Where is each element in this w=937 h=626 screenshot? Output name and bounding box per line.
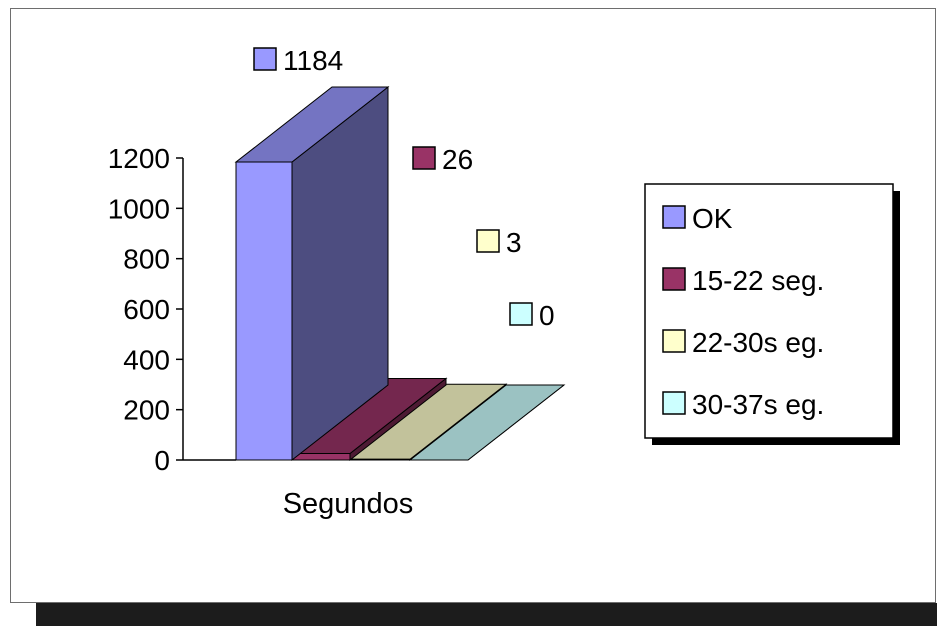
y-tick-label: 0 <box>154 445 170 476</box>
legend: OK 15-22 seg. 22-30s eg. 30-37s eg. <box>644 183 900 445</box>
legend-item-1: OK <box>662 203 733 234</box>
data-label-key <box>476 229 500 253</box>
bar-front-face <box>235 161 293 461</box>
x-axis-label: Segundos <box>283 488 414 520</box>
y-tick-label: 800 <box>123 244 170 275</box>
data-label-key <box>509 302 533 326</box>
data-label-2: 26 <box>412 144 473 175</box>
data-label-key <box>412 146 436 170</box>
legend-swatch <box>662 205 686 229</box>
legend-label: 30-37s eg. <box>692 389 824 420</box>
data-label-value: 3 <box>506 227 522 258</box>
bar-1 <box>234 86 390 462</box>
bar-front-face <box>291 452 351 461</box>
legend-label: 15-22 seg. <box>692 265 824 296</box>
legend-item-4: 30-37s eg. <box>662 389 824 420</box>
legend-item-3: 22-30s eg. <box>662 327 824 358</box>
y-tick-label: 1200 <box>108 143 170 174</box>
data-label-value: 26 <box>442 144 473 175</box>
bars <box>234 86 566 462</box>
data-label-value: 1184 <box>283 45 343 76</box>
data-labels: 1184 26 3 0 <box>253 45 555 331</box>
y-tick-label: 200 <box>123 395 170 426</box>
y-tick-label: 400 <box>123 344 170 375</box>
legend-swatch <box>662 391 686 415</box>
legend-label: OK <box>692 203 733 234</box>
legend-swatch <box>662 329 686 353</box>
y-axis: 0 200 400 600 800 1000 1200 <box>108 143 236 476</box>
legend-item-2: 15-22 seg. <box>662 265 824 296</box>
legend-label: 22-30s eg. <box>692 327 824 358</box>
legend-box <box>644 183 894 439</box>
data-label-3: 3 <box>476 227 522 258</box>
legend-swatch <box>662 267 686 291</box>
chart-area-shadow <box>36 603 937 626</box>
y-tick-label: 600 <box>123 294 170 325</box>
data-label-value: 0 <box>539 300 555 331</box>
bar-3 <box>348 383 508 462</box>
bar-2 <box>290 377 448 462</box>
bar-front-face <box>349 458 411 461</box>
data-label-key <box>253 47 277 71</box>
y-tick-label: 1000 <box>108 193 170 224</box>
data-label-4: 0 <box>509 300 555 331</box>
data-label-1: 1184 <box>253 45 343 76</box>
